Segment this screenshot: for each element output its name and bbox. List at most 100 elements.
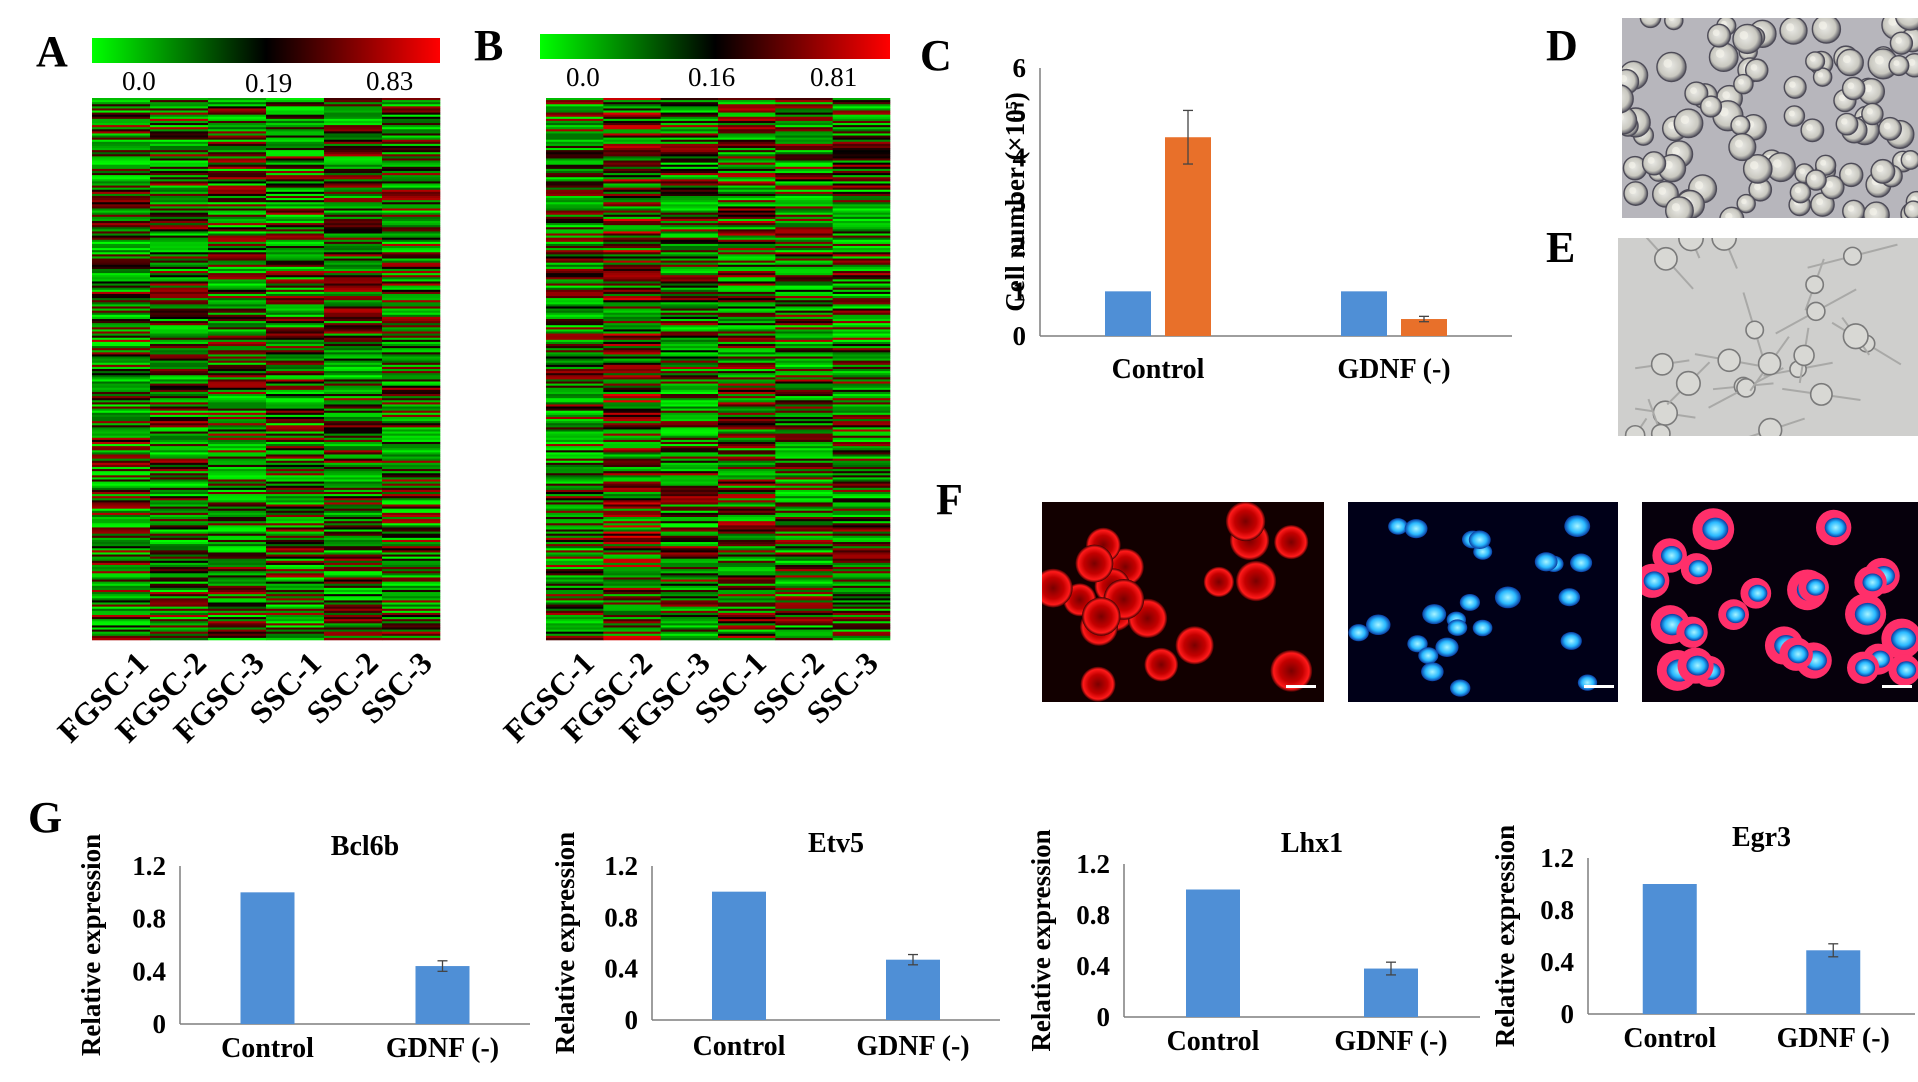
heatmap-cell [832,300,891,303]
heatmap-cell [775,193,833,197]
heatmap-cell [603,504,661,507]
heatmap-cell [775,460,833,464]
heatmap-cell [150,141,209,145]
heatmap-cell [546,381,604,384]
heatmap-cell [603,166,661,170]
heatmap-cell [660,629,719,632]
heatmap-cell [718,483,776,487]
heatmap-cell [603,475,661,478]
y-tick-label: 3 [1013,187,1027,217]
heatmap-cell [208,425,267,428]
heatmap-cell [660,156,719,159]
heatmap-cell [660,554,719,557]
heatmap-cell [324,202,383,205]
heatmap-cell [603,512,661,516]
heatmap-cell [92,589,151,593]
heatmap-cell [832,427,891,430]
heatmap-cell [92,166,151,170]
heatmap-cell [603,314,661,318]
heatmap-cell [603,318,661,322]
heatmap-cell [775,189,833,193]
heatmap-cell [324,512,383,516]
heatmap-cell [603,279,661,282]
heatmap-cell [266,348,325,351]
heatmap-cell [266,402,325,405]
heatmap-cell [603,583,661,587]
heatmap-cell [382,308,441,311]
cell [1653,246,1678,271]
heatmap-cell [208,614,267,618]
heatmap-cell [546,629,604,632]
heatmap-cell [382,341,441,345]
heatmap-cell [92,619,151,622]
heatmap-cell [832,198,891,201]
heatmap-cell [92,98,151,101]
heatmap-cell [266,127,325,130]
cell-highlight [1722,91,1731,100]
heatmap-cell [266,241,325,245]
heatmap-cell [718,400,776,403]
heatmap-cell [324,233,383,236]
heatmap-cell [718,173,776,176]
heatmap-cell [92,110,151,113]
heatmap-cell [266,602,325,605]
heatmap-cell [208,546,267,549]
heatmap-cell [603,254,661,257]
heatmap-cell [546,485,604,489]
heatmap-cell [603,116,661,120]
heatmap-cell [832,364,891,368]
heatmap-cell [382,531,441,534]
heatmap-cell [660,125,719,128]
heatmap-cell [150,181,209,184]
heatmap-cell [775,264,833,268]
heatmap-cell [832,604,891,607]
heatmap-cell [832,114,891,118]
heatmap-cell [150,406,209,409]
heatmap-cell [382,477,441,480]
cell [1789,181,1812,204]
heatmap-cell [546,456,604,459]
heatmap-cell [546,517,604,520]
heatmap-cell [775,191,833,195]
heatmap-cell [718,389,776,393]
heatmap-cell [150,241,209,245]
heatmap-cell [92,296,151,299]
heatmap-cell [718,254,776,257]
heatmap-cell [208,481,267,484]
heatmap-cell [266,500,325,503]
heatmap-cell [775,435,833,439]
heatmap-cell [324,604,383,607]
heatmap-cell [382,208,441,211]
heatmap-cell [775,235,833,238]
heatmap-cell [324,573,383,576]
heatmap-cell [382,175,441,178]
heatmap-cell [718,170,776,174]
heatmap-cell [832,598,891,601]
heatmap-cell [324,402,383,405]
heatmap-cell [832,258,891,261]
heatmap-cell [324,491,383,495]
heatmap-cell [208,577,267,580]
heatmap-cell [266,464,325,468]
heatmap-cell [382,389,441,393]
cell [1641,151,1667,176]
heatmap-cell [546,535,604,539]
heatmap-cell [382,385,441,389]
heatmap-cell [266,514,325,518]
heatmap-cell [208,473,267,476]
heatmap-cell [92,631,151,635]
heatmap-cell [775,293,833,297]
heatmap-cell [382,437,441,441]
heatmap-cell [660,581,719,585]
heatmap-cell [660,427,719,430]
heatmap-cell [603,306,661,309]
heatmap-cell [150,148,209,151]
heatmap-cell [546,533,604,537]
heatmap-cell [150,437,209,441]
heatmap-cell [266,131,325,134]
heatmap-cell [832,177,891,180]
heatmap-cell [266,546,325,549]
heatmap-cell [150,135,209,138]
cell-highlight [1628,161,1636,169]
heatmap-cell [92,394,151,397]
